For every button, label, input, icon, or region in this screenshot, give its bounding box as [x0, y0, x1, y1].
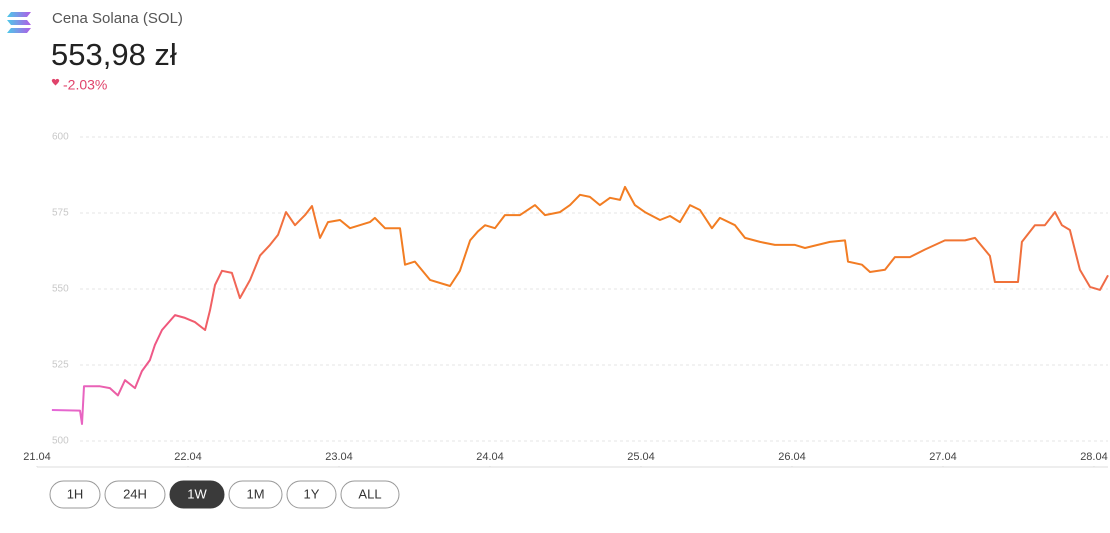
y-tick-label: 525: [52, 360, 69, 371]
change-icon: [51, 78, 60, 86]
range-button-bg: [169, 480, 225, 509]
range-button-label: 1M: [246, 486, 264, 501]
y-tick-label: 575: [52, 208, 69, 219]
range-button-label: 24H: [123, 486, 147, 501]
x-tick-label: 24.04: [476, 451, 504, 463]
range-button-label: 1Y: [304, 486, 320, 501]
range-button-label: 1W: [187, 486, 207, 501]
range-button-bg: [340, 480, 400, 509]
range-button[interactable]: 1M: [228, 480, 283, 509]
range-button[interactable]: 1W: [169, 480, 225, 509]
x-tick-label: 21.04: [23, 451, 51, 463]
price: 553,98 zł: [51, 37, 177, 72]
title: Cena Solana (SOL): [52, 10, 183, 27]
x-tick-label: 28.04: [1080, 451, 1108, 463]
y-tick-label: 500: [52, 436, 69, 447]
change: -2.03%: [63, 77, 107, 93]
x-tick-label: 25.04: [627, 451, 655, 463]
range-button-bg: [286, 480, 337, 509]
y-tick-label: 550: [52, 284, 69, 295]
logo: [7, 12, 31, 33]
x-tick-label: 22.04: [174, 451, 202, 463]
range-button-bg: [228, 480, 283, 509]
range-button[interactable]: 1H: [49, 480, 101, 509]
range-button-label: ALL: [358, 486, 381, 501]
range-button[interactable]: ALL: [340, 480, 400, 509]
range-button-label: 1H: [67, 486, 84, 501]
x-tick-label: 26.04: [778, 451, 806, 463]
range-button[interactable]: 24H: [104, 480, 166, 509]
y-tick-label: 600: [52, 132, 69, 143]
price-line: [51, 185, 1109, 425]
range-button-bg: [104, 480, 166, 509]
range-button[interactable]: 1Y: [286, 480, 337, 509]
x-tick-label: 23.04: [325, 451, 353, 463]
x-tick-label: 27.04: [929, 451, 957, 463]
range-button-bg: [49, 480, 101, 509]
